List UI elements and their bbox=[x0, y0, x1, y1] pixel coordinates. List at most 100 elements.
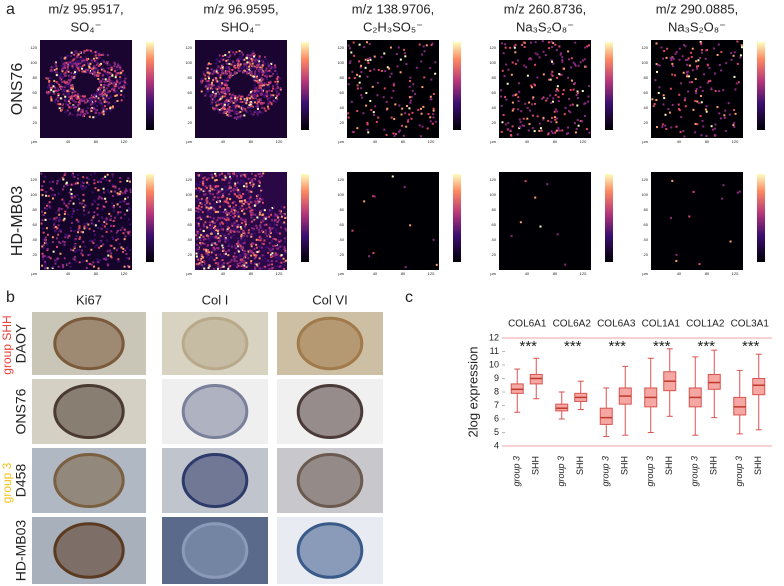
pixel bbox=[369, 59, 371, 61]
pixel bbox=[211, 174, 213, 176]
pixel bbox=[78, 249, 80, 251]
pixel bbox=[97, 204, 99, 206]
heatmap-y-tick: 40 bbox=[188, 105, 193, 110]
pixel bbox=[218, 201, 220, 203]
pixel bbox=[98, 53, 100, 55]
pixel bbox=[114, 217, 116, 219]
pixel bbox=[214, 91, 216, 93]
pixel bbox=[88, 67, 90, 69]
pixel bbox=[91, 222, 93, 224]
pixel bbox=[201, 77, 203, 79]
pixel bbox=[251, 58, 253, 60]
pixel bbox=[212, 205, 214, 207]
pixel bbox=[219, 237, 221, 239]
pixel bbox=[207, 212, 209, 214]
pixel bbox=[365, 67, 367, 69]
pixel bbox=[212, 221, 214, 223]
pixel bbox=[567, 77, 569, 79]
pixel bbox=[53, 251, 55, 253]
pixel bbox=[432, 113, 434, 115]
pixel bbox=[558, 100, 560, 102]
pixel bbox=[278, 256, 280, 258]
pixel bbox=[715, 90, 717, 92]
pixel bbox=[529, 123, 531, 125]
pixel bbox=[266, 235, 268, 237]
pixel bbox=[670, 217, 672, 219]
pixel bbox=[349, 62, 351, 64]
pixel bbox=[114, 101, 116, 103]
pixel bbox=[64, 96, 66, 98]
pixel bbox=[213, 70, 215, 72]
pixel bbox=[284, 246, 286, 248]
pixel bbox=[210, 95, 212, 97]
pixel bbox=[101, 228, 103, 230]
pixel bbox=[238, 216, 240, 218]
pixel bbox=[216, 219, 218, 221]
group-label: group SHH bbox=[0, 315, 14, 374]
pixel bbox=[692, 109, 694, 111]
pixel bbox=[58, 224, 60, 226]
pixel bbox=[45, 242, 47, 244]
pixel bbox=[129, 223, 131, 225]
pixel bbox=[73, 203, 75, 205]
pixel bbox=[233, 110, 235, 112]
pixel bbox=[234, 215, 236, 217]
pixel bbox=[61, 61, 63, 63]
pixel bbox=[242, 231, 244, 233]
pixel bbox=[363, 46, 365, 48]
pixel bbox=[52, 236, 54, 238]
pixel bbox=[702, 125, 704, 127]
pixel bbox=[261, 90, 263, 92]
pixel bbox=[62, 241, 64, 243]
pixel bbox=[277, 239, 279, 241]
pixel bbox=[255, 244, 257, 246]
pixel bbox=[108, 96, 110, 98]
pixel bbox=[73, 63, 75, 65]
tissue bbox=[183, 455, 247, 507]
heatmap-x-tick: 40 bbox=[677, 139, 682, 144]
pixel bbox=[215, 78, 217, 80]
pixel bbox=[106, 179, 108, 181]
pixel bbox=[76, 194, 78, 196]
pixel bbox=[232, 191, 234, 193]
pixel bbox=[40, 173, 42, 175]
pixel bbox=[111, 67, 113, 69]
pixel bbox=[64, 172, 66, 174]
pixel bbox=[216, 188, 218, 190]
pixel bbox=[107, 189, 109, 191]
pixel bbox=[207, 199, 209, 201]
pixel bbox=[112, 105, 114, 107]
pixel bbox=[671, 57, 673, 59]
panel-label: b bbox=[6, 289, 15, 306]
pixel bbox=[737, 63, 739, 65]
pixel bbox=[554, 111, 556, 113]
pixel bbox=[101, 104, 103, 106]
pixel bbox=[226, 114, 228, 116]
pixel bbox=[253, 243, 255, 245]
pixel bbox=[208, 76, 210, 78]
pixel bbox=[117, 258, 119, 260]
pixel bbox=[228, 193, 230, 195]
pixel bbox=[258, 69, 260, 71]
pixel bbox=[665, 128, 667, 130]
pixel bbox=[228, 204, 230, 206]
pixel bbox=[80, 186, 82, 188]
pixel bbox=[197, 184, 199, 186]
pixel bbox=[246, 186, 248, 188]
pixel bbox=[82, 65, 84, 67]
pixel bbox=[235, 224, 237, 226]
pixel bbox=[213, 84, 215, 86]
heatmap-y-tick: 60 bbox=[492, 222, 497, 227]
pixel bbox=[119, 211, 121, 213]
pixel bbox=[219, 61, 221, 63]
pixel bbox=[503, 114, 505, 116]
pixel bbox=[62, 77, 64, 79]
pixel bbox=[277, 232, 279, 234]
pixel bbox=[534, 130, 536, 132]
pixel bbox=[228, 249, 230, 251]
pixel bbox=[90, 174, 92, 176]
pixel bbox=[127, 203, 129, 205]
pixel bbox=[228, 243, 230, 245]
pixel bbox=[55, 226, 57, 228]
tissue bbox=[183, 524, 247, 578]
